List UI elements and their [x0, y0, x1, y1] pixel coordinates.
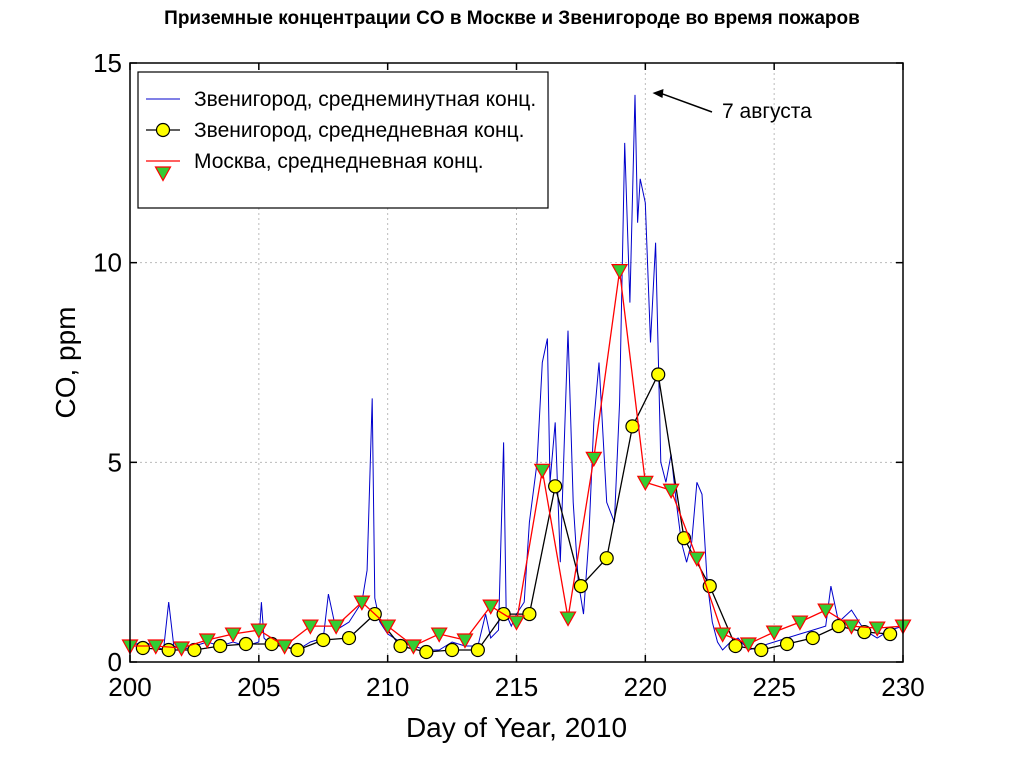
triangle-marker: [507, 615, 526, 631]
x-tick-label: 220: [624, 672, 667, 702]
y-tick-label: 0: [108, 647, 122, 677]
circle-marker: [161, 642, 176, 658]
triangle-marker: [662, 483, 680, 500]
page-title: Приземные концентрации CO в Москве и Зве…: [164, 8, 860, 29]
triangle-marker: [791, 615, 809, 631]
annotation-arrow: [662, 93, 713, 113]
legend-box: [137, 71, 549, 209]
circle-marker: [831, 618, 846, 634]
x-tick-label: 215: [495, 672, 538, 702]
circle-marker: [419, 644, 434, 660]
triangle-marker: [714, 627, 732, 643]
triangle-marker: [301, 619, 319, 635]
x-tick-label: 225: [752, 672, 795, 702]
x-tick-label: 205: [237, 672, 280, 702]
triangle-marker: [842, 619, 860, 635]
circle-marker: [599, 551, 614, 566]
circle-marker: [754, 642, 769, 658]
y-tick-label: 5: [108, 447, 122, 477]
circle-marker: [728, 638, 743, 654]
circle-marker: [548, 479, 563, 494]
circle-marker: [883, 626, 898, 642]
y-tick-label: 10: [93, 248, 122, 278]
triangle-marker: [817, 603, 835, 619]
legend: Звенигород, среднеминутная конц. Звенигор…: [137, 71, 549, 209]
circle-marker: [290, 642, 305, 658]
y-tick-label: 15: [93, 48, 122, 78]
circle-marker: [805, 630, 820, 646]
circle-marker: [676, 531, 692, 546]
circle-marker: [857, 624, 872, 640]
grid-lines: [130, 63, 903, 662]
x-axis-label: Day of Year, 2010: [406, 712, 627, 743]
triangle-marker: [868, 621, 886, 637]
triangle-marker: [765, 625, 783, 641]
triangle-marker: [379, 619, 397, 635]
circle-marker: [470, 642, 485, 658]
circle-marker: [651, 367, 666, 382]
axis-ticks: 200 205 210 215 220 225 230 0 5 10 15: [93, 48, 925, 702]
legend-item: Звенигород, среднедневная конц.: [146, 119, 525, 142]
x-tick-label: 230: [881, 672, 924, 702]
triangle-marker: [327, 619, 345, 635]
legend-label: Москва, среднедневная конц.: [194, 150, 484, 173]
triangle-marker: [559, 611, 577, 627]
circle-marker: [779, 636, 795, 652]
triangle-marker: [224, 627, 242, 643]
triangle-marker: [585, 451, 603, 468]
legend-item: Москва, среднедневная конц.: [146, 150, 484, 182]
annotation-label: 7 августа: [722, 100, 812, 123]
triangle-marker: [198, 633, 216, 649]
circle-marker: [393, 638, 408, 654]
legend-label: Звенигород, среднеминутная конц.: [194, 88, 536, 111]
circle-marker: [702, 579, 717, 594]
legend-label: Звенигород, среднедневная конц.: [194, 119, 525, 142]
circle-marker: [522, 606, 537, 622]
triangle-marker: [276, 639, 294, 655]
triangle-marker: [154, 166, 172, 182]
circle-marker: [573, 579, 589, 594]
triangle-marker: [482, 599, 500, 615]
triangle-marker: [611, 264, 629, 280]
series-2: [121, 264, 912, 657]
x-tick-label: 210: [366, 672, 409, 702]
annotation: 7 августа: [652, 88, 812, 123]
circle-marker: [341, 630, 357, 646]
circle-marker: [625, 419, 640, 434]
triangle-marker: [636, 475, 654, 492]
circle-marker: [155, 122, 171, 138]
triangle-marker: [739, 637, 757, 653]
x-tick-label: 200: [108, 672, 151, 702]
circle-marker: [238, 636, 254, 652]
triangle-marker: [147, 639, 165, 655]
annotation-arrowhead: [652, 88, 664, 98]
circle-marker: [213, 638, 228, 654]
legend-item: Звенигород, среднеминутная конц.: [146, 88, 536, 111]
circle-marker: [444, 642, 460, 658]
series-layer: [121, 94, 912, 660]
triangle-marker: [533, 463, 551, 480]
triangle-marker: [250, 623, 268, 639]
triangle-marker: [173, 641, 191, 657]
series-1: [135, 367, 898, 660]
triangle-marker: [353, 595, 371, 611]
y-axis-label: CO, ppm: [50, 306, 81, 418]
circle-marker: [316, 632, 331, 648]
triangle-marker: [456, 633, 474, 649]
triangle-marker: [404, 639, 422, 655]
triangle-marker: [430, 627, 448, 643]
triangle-marker: [688, 551, 706, 567]
circle-marker: [135, 640, 150, 656]
